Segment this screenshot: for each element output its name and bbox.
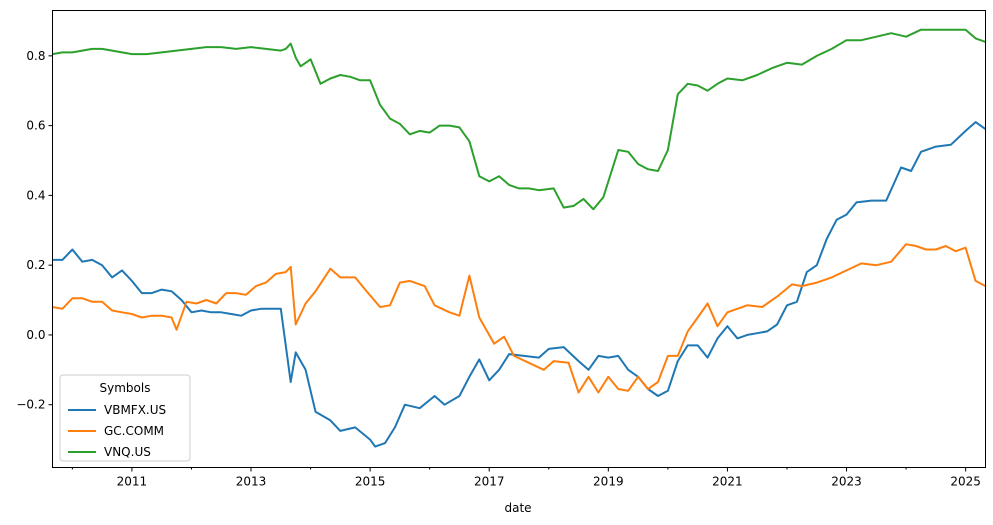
x-tick-label: 2017 xyxy=(474,475,505,489)
series-lines xyxy=(52,28,987,448)
x-tick-label: 2013 xyxy=(236,475,267,489)
x-tick-label: 2019 xyxy=(593,475,624,489)
x-tick-label: 2023 xyxy=(831,475,862,489)
series-line-gc-comm xyxy=(52,243,986,394)
y-tick-label: 0.8 xyxy=(26,49,45,63)
x-tick-label: 2011 xyxy=(117,475,148,489)
y-tick-label: 0.0 xyxy=(26,328,45,342)
legend-entry-label: GC.COMM xyxy=(104,424,164,438)
axes: −0.2 0.0 0.2 0.4 0.6 0.8 2011 2013 2015 2017 2019 2… xyxy=(16,49,981,489)
series-line-vbmfx-us xyxy=(52,121,987,448)
legend-box xyxy=(59,374,191,462)
x-tick-label: 2021 xyxy=(712,475,743,489)
legend: Symbols VBMFX.US GC.COMM VNQ.US xyxy=(59,374,191,462)
y-tick-label: 0.6 xyxy=(26,119,45,133)
y-tick-label: 0.4 xyxy=(26,188,45,202)
y-tick-label: 0.2 xyxy=(26,258,45,272)
x-axis-title: date xyxy=(504,501,531,515)
legend-entry-label: VNQ.US xyxy=(104,445,151,459)
y-tick-label: −0.2 xyxy=(16,398,45,412)
legend-entry-label: VBMFX.US xyxy=(104,403,166,417)
plot-frame xyxy=(52,10,986,468)
series-line-vnq-us xyxy=(52,28,986,211)
legend-title: Symbols xyxy=(100,381,151,395)
x-tick-label: 2025 xyxy=(950,475,981,489)
x-tick-label: 2015 xyxy=(355,475,386,489)
